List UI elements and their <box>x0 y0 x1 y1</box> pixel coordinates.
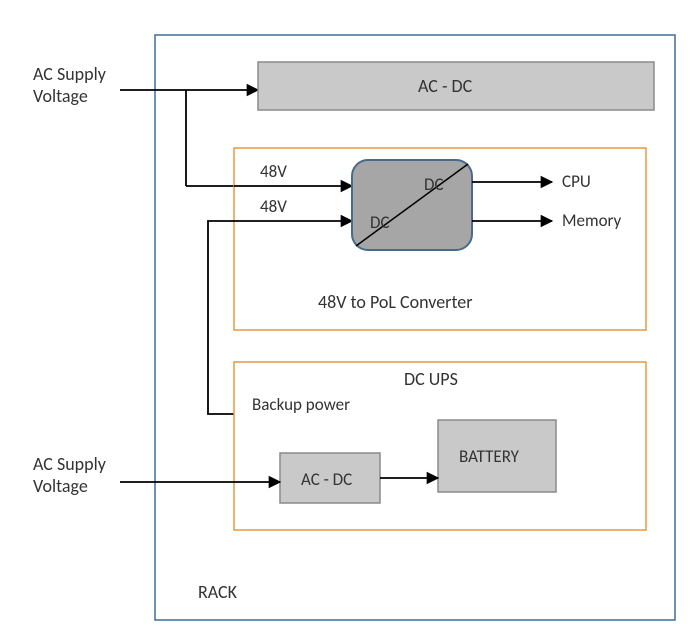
ac-supply-top-line1: AC Supply <box>33 63 107 85</box>
rack-label: RACK <box>198 581 238 603</box>
ac-supply-bottom-line1: AC Supply <box>33 453 107 475</box>
dc-out-label: DC <box>424 174 444 195</box>
ac-supply-top-line2: Voltage <box>33 85 88 107</box>
backup-to-48v-path <box>208 221 234 414</box>
bus-48v-a-label: 48V <box>260 161 287 182</box>
bus-48v-b-label: 48V <box>260 196 287 217</box>
dcups-title: DC UPS <box>404 368 458 390</box>
out-memory-label: Memory <box>562 210 622 231</box>
rack-box <box>155 35 675 620</box>
ac-supply-bottom-line2: Voltage <box>33 475 88 497</box>
dc-in-label: DC <box>370 212 390 233</box>
acdc-top-label: AC - DC <box>418 75 473 97</box>
battery-label: BATTERY <box>459 446 520 467</box>
out-cpu-label: CPU <box>562 171 591 192</box>
acdc-small-label: AC - DC <box>301 469 352 490</box>
backup-power-label: Backup power <box>252 394 350 415</box>
converter-title: 48V to PoL Converter <box>318 291 473 313</box>
